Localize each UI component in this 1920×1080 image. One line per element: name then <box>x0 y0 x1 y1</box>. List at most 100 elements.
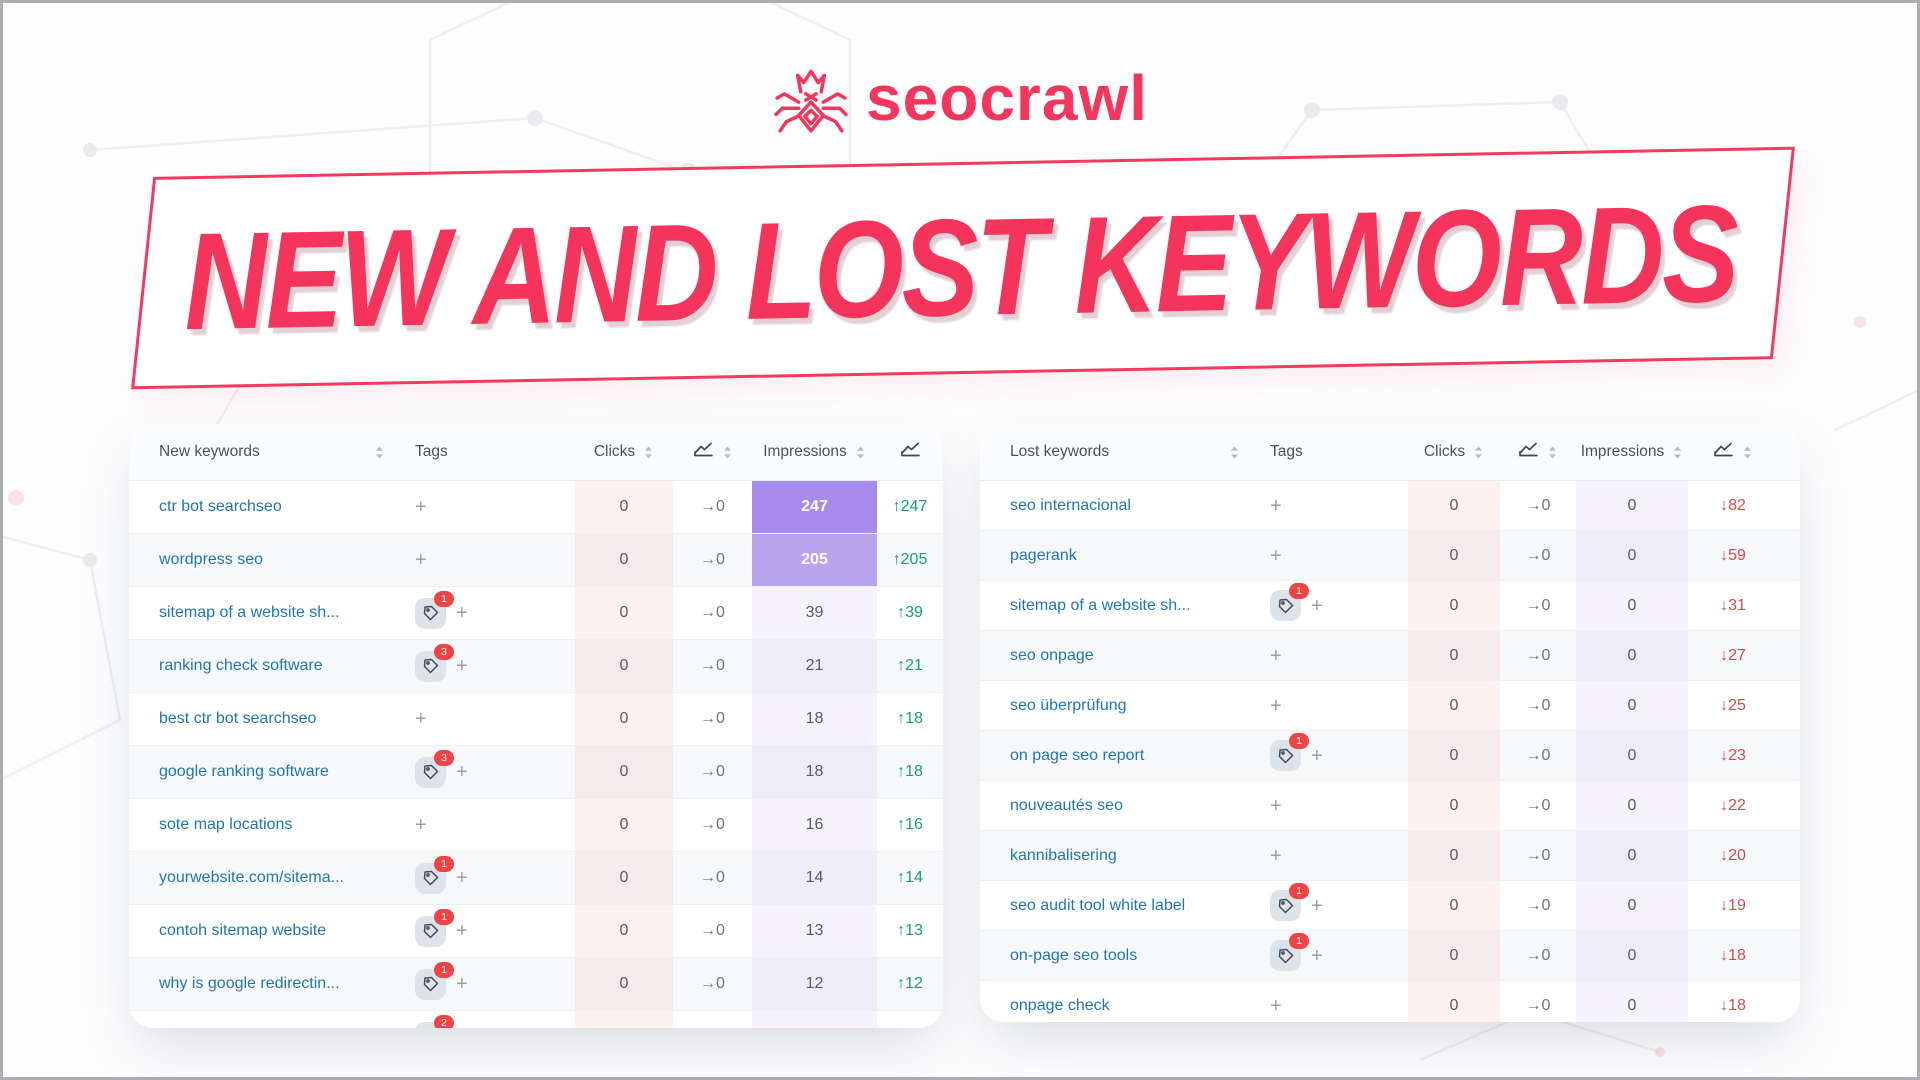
impressions-change-cell: ↓19 <box>1720 896 1746 914</box>
add-tag-button[interactable]: + <box>415 708 427 730</box>
add-tag-button[interactable]: + <box>1270 494 1282 517</box>
keyword-link[interactable]: seo internacional <box>1010 496 1131 514</box>
keyword-link[interactable]: kannibalisering <box>1010 846 1117 864</box>
keyword-link[interactable]: ranking check software <box>159 657 323 674</box>
add-tag-button[interactable]: + <box>456 655 468 677</box>
tag-chip[interactable]: 1 <box>415 961 454 1000</box>
keyword-link[interactable]: sitemap of a website sh... <box>1010 596 1191 614</box>
tag-count-badge: 2 <box>434 1014 454 1028</box>
add-tag-button[interactable]: + <box>415 814 427 836</box>
sort-button[interactable] <box>855 445 866 460</box>
keyword-link[interactable]: pagerank <box>1010 546 1077 564</box>
clicks-trend-cell: →0 <box>700 498 725 515</box>
keyword-link[interactable]: google ranking software <box>159 763 329 780</box>
keyword-link[interactable]: ctr bot searchseo <box>159 498 282 515</box>
keyword-link[interactable]: on-page seo tools <box>1010 946 1138 964</box>
tags-cell: 1 + <box>1256 731 1408 780</box>
add-tag-button[interactable]: + <box>1270 794 1282 817</box>
clicks-trend-cell: →0 <box>700 763 725 780</box>
clicks-trend-cell: →0 <box>700 710 725 727</box>
tag-icon <box>423 605 438 621</box>
add-tag-button[interactable]: + <box>1311 594 1323 617</box>
avg-cell-clipped <box>1778 931 1800 980</box>
add-tag-button[interactable]: + <box>1311 894 1323 917</box>
column-header-tags: Tags <box>401 424 575 480</box>
clicks-trend-cell: →0 <box>1525 496 1551 514</box>
clicks-trend-cell: →0 <box>1525 796 1551 814</box>
add-tag-button[interactable]: + <box>1270 544 1282 567</box>
keyword-link[interactable]: seo audit tool white label <box>1010 896 1186 914</box>
impressions-change-cell: ↑14 <box>897 869 923 886</box>
sort-button[interactable] <box>722 445 733 460</box>
tag-chip[interactable]: 3 <box>415 643 454 682</box>
keyword-link[interactable]: yourwebsite.com/sitema... <box>159 869 344 886</box>
keyword-link[interactable]: contoh sitemap website <box>159 922 327 939</box>
sort-button[interactable] <box>1229 445 1240 460</box>
clicks-cell: 0 <box>1408 831 1500 880</box>
clicks-cell: 0 <box>1408 781 1500 830</box>
tag-chip[interactable]: 2 <box>415 1014 454 1028</box>
keyword-link[interactable]: nouveautés seo <box>1010 796 1123 814</box>
tags-cell: + <box>1256 831 1408 880</box>
sort-button[interactable] <box>643 445 654 460</box>
tag-chip[interactable]: 3 <box>415 749 454 788</box>
add-tag-button[interactable]: + <box>1270 644 1282 667</box>
keyword-link[interactable]: on page seo report <box>1010 746 1145 764</box>
add-tag-button[interactable]: + <box>415 496 427 518</box>
tag-chip[interactable]: 1 <box>1270 583 1309 621</box>
tags-cell: 3 + <box>401 640 575 692</box>
tag-chip[interactable]: 1 <box>1270 883 1309 921</box>
add-tag-button[interactable]: + <box>1270 844 1282 867</box>
impressions-change-cell: ↓23 <box>1720 746 1746 764</box>
keyword-cell: sote map locations <box>129 799 401 851</box>
keyword-cell: on-page seo tools <box>980 931 1256 980</box>
impressions-change-cell: ↑18 <box>897 710 923 727</box>
keyword-cell: google ranking software <box>129 746 401 798</box>
keyword-link[interactable]: seo onpage <box>1010 646 1094 664</box>
add-tag-button[interactable]: + <box>1270 994 1282 1017</box>
table-row: seo internacional +0 →0 0 ↓82 <box>980 481 1800 531</box>
table-row: on-page seo tools 1 +0 →0 0 ↓18 <box>980 931 1800 981</box>
clicks-cell: 0 <box>575 746 673 798</box>
keyword-link[interactable]: seo überprüfung <box>1010 696 1127 714</box>
sort-button[interactable] <box>1473 445 1484 460</box>
add-tag-button[interactable]: + <box>456 602 468 624</box>
add-tag-button[interactable]: + <box>415 549 427 571</box>
column-header-impressions-trend <box>877 424 943 480</box>
tags-cell: 3 + <box>401 746 575 798</box>
tag-chip[interactable]: 1 <box>1270 933 1309 971</box>
keyword-link[interactable]: wordpress seo <box>159 551 264 568</box>
tag-icon <box>1278 948 1293 963</box>
add-tag-button[interactable]: + <box>456 1027 468 1028</box>
impressions-change-cell: ↓25 <box>1720 696 1746 714</box>
sort-button[interactable] <box>1672 445 1683 460</box>
tag-chip[interactable]: 1 <box>415 855 454 894</box>
sort-button[interactable] <box>1547 445 1558 460</box>
add-tag-button[interactable]: + <box>456 761 468 783</box>
sort-arrows-icon <box>1743 446 1752 458</box>
clicks-cell: 0 <box>1408 931 1500 980</box>
add-tag-button[interactable]: + <box>456 973 468 995</box>
add-tag-button[interactable]: + <box>1311 744 1323 767</box>
tag-chip[interactable]: 1 <box>1270 733 1309 771</box>
keyword-link[interactable]: sitemap of a website sh... <box>159 604 340 621</box>
column-header-label: Lost keywords <box>1010 443 1110 460</box>
sort-button[interactable] <box>1742 445 1753 460</box>
table-header: New keywords Tags Clicks Impressions <box>129 424 943 481</box>
add-tag-button[interactable]: + <box>1311 944 1323 967</box>
sort-button[interactable] <box>374 445 385 460</box>
tag-chip[interactable]: 1 <box>415 590 454 629</box>
keyword-link[interactable]: best ctr bot searchseo <box>159 710 317 727</box>
keyword-link[interactable]: sote map locations <box>159 816 293 833</box>
keyword-cell: ranking check software <box>129 640 401 692</box>
add-tag-button[interactable]: + <box>456 920 468 942</box>
line-chart-icon <box>1713 441 1734 463</box>
tag-chip[interactable]: 1 <box>415 908 454 947</box>
column-header-label: Impressions <box>763 443 847 460</box>
keyword-link[interactable]: why is google redirectin... <box>159 975 340 992</box>
keyword-link[interactable]: onpage check <box>1010 996 1110 1014</box>
keyword-cell: seo onpage <box>980 631 1256 680</box>
sort-arrows-icon <box>723 446 731 458</box>
add-tag-button[interactable]: + <box>456 867 468 889</box>
add-tag-button[interactable]: + <box>1270 694 1282 717</box>
